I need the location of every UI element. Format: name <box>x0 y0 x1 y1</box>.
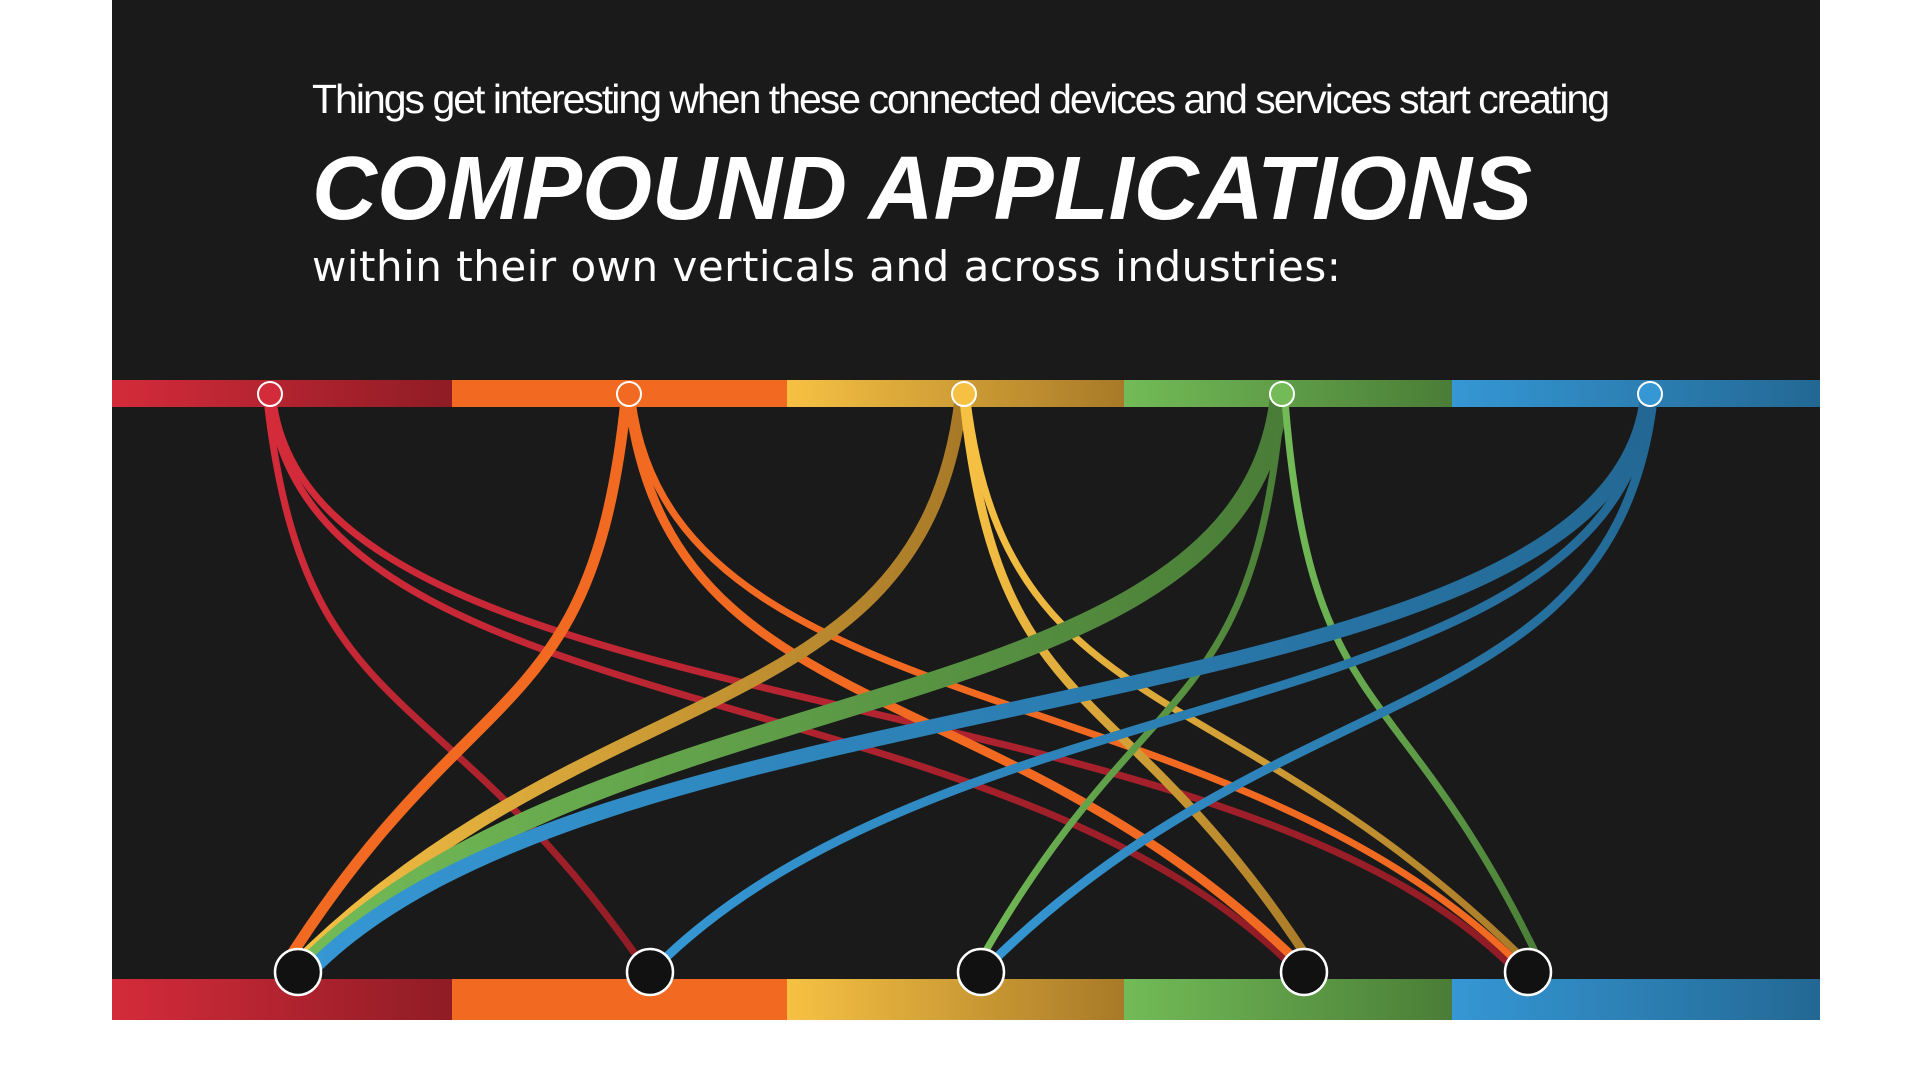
curve-red-to-blue <box>269 396 1517 972</box>
top-node-red <box>257 381 283 407</box>
curve-yellow-to-blue <box>963 396 1537 972</box>
infographic-panel: Things get interesting when these connec… <box>112 0 1820 1020</box>
bottom-vertical-bars <box>112 979 1820 1020</box>
top-node-blue <box>1637 381 1663 407</box>
intro-text: Things get interesting when these connec… <box>312 76 1610 122</box>
bottom-target-nodes <box>273 947 1553 997</box>
top-source-nodes <box>257 381 1663 407</box>
bottom-bar-orange <box>452 979 787 1020</box>
connection-diagram <box>112 380 1820 1020</box>
bottom-node-blue <box>1503 947 1553 997</box>
bottom-node-red <box>273 947 323 997</box>
top-bar-blue <box>1452 380 1820 407</box>
curve-orange-to-blue <box>628 396 1527 972</box>
curve-red-to-orange <box>263 396 649 972</box>
connection-curves <box>263 390 1658 978</box>
top-node-orange <box>616 381 642 407</box>
main-title: COMPOUND APPLICATIONS <box>312 139 1533 239</box>
curve-red-to-green <box>266 396 1298 972</box>
curve-blue-to-yellow <box>981 395 1658 973</box>
bottom-node-orange <box>625 947 675 997</box>
bottom-bar-blue <box>1452 979 1820 1020</box>
curve-yellow-to-red <box>286 393 968 975</box>
bottom-node-yellow <box>956 947 1006 997</box>
curve-blue-to-red <box>305 392 1655 976</box>
bottom-bar-yellow <box>787 979 1124 1020</box>
curve-blue-to-orange <box>650 395 1655 973</box>
top-node-yellow <box>951 381 977 407</box>
curve-green-to-red <box>293 390 1289 978</box>
curve-orange-to-red <box>277 394 632 974</box>
top-node-green <box>1269 381 1295 407</box>
curve-green-to-blue <box>1281 396 1547 972</box>
curve-green-to-yellow <box>972 396 1286 972</box>
bottom-node-green <box>1279 947 1329 997</box>
curve-orange-to-green <box>624 395 1309 973</box>
subtitle-text: within their own verticals and across in… <box>312 242 1342 291</box>
